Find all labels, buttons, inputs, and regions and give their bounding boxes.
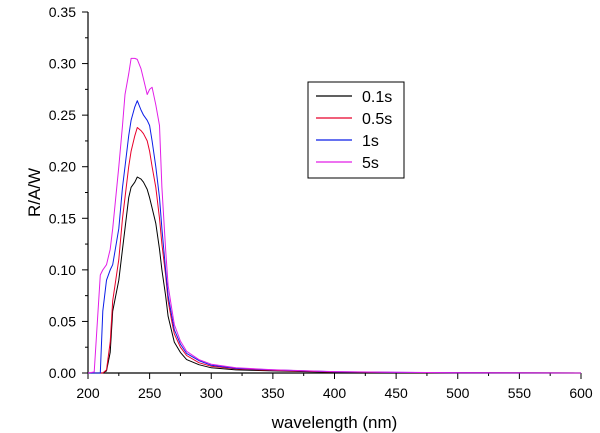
x-tick-label: 350 — [261, 385, 285, 401]
y-tick-label: 0.30 — [49, 56, 76, 72]
x-tick-label: 600 — [569, 385, 593, 401]
x-axis-ticks: 200 250 300 350 400 450 500 550 600 — [76, 373, 593, 401]
y-tick-label: 0.25 — [49, 107, 76, 123]
legend-entry: 0.1s — [362, 89, 392, 106]
legend-entry: 5s — [362, 155, 379, 172]
x-tick-label: 200 — [76, 385, 100, 401]
x-tick-label: 250 — [138, 385, 162, 401]
y-tick-label: 0.10 — [49, 262, 76, 278]
series-lines — [87, 57, 582, 374]
y-tick-label: 0.05 — [49, 313, 76, 329]
legend-entry: 0.5s — [362, 111, 392, 128]
series-line-3 — [88, 100, 582, 374]
series-line-4 — [87, 57, 582, 374]
y-tick-label: 0.20 — [49, 159, 76, 175]
x-tick-label: 500 — [446, 385, 470, 401]
series-line-1 — [88, 176, 582, 374]
x-axis-label: wavelength (nm) — [271, 413, 398, 432]
y-axis-label: R/A/W — [25, 168, 44, 217]
x-tick-label: 450 — [384, 385, 408, 401]
legend-entry: 1s — [362, 133, 379, 150]
y-tick-label: 0.00 — [49, 365, 76, 381]
y-tick-label: 0.35 — [49, 4, 76, 20]
y-tick-label: 0.15 — [49, 210, 76, 226]
x-tick-label: 550 — [508, 385, 532, 401]
y-axis-ticks: 0.00 0.05 0.10 0.15 0.20 0.25 0.30 0.35 — [49, 4, 88, 381]
legend: 0.1s 0.5s 1s 5s — [307, 81, 405, 179]
x-tick-label: 300 — [200, 385, 224, 401]
x-tick-label: 400 — [323, 385, 347, 401]
